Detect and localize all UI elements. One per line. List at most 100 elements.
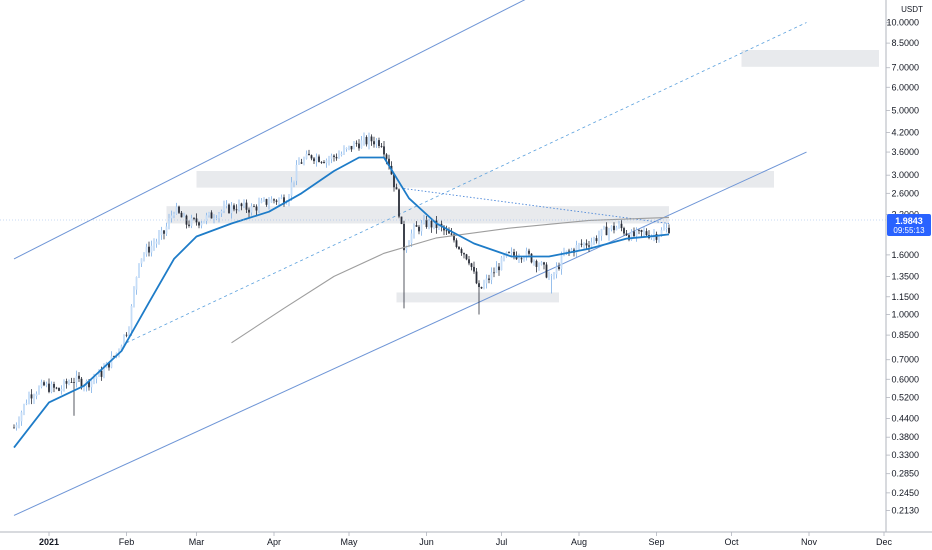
- candle[interactable]: [183, 212, 185, 218]
- candle[interactable]: [220, 209, 223, 217]
- candle[interactable]: [53, 381, 55, 393]
- candle[interactable]: [330, 153, 333, 164]
- candle[interactable]: [580, 239, 583, 248]
- candle[interactable]: [273, 198, 275, 204]
- candle[interactable]: [78, 372, 80, 382]
- zone-1[interactable]: [166, 206, 670, 224]
- candle[interactable]: [353, 141, 355, 150]
- candle[interactable]: [300, 158, 303, 165]
- candle[interactable]: [155, 238, 158, 248]
- candle[interactable]: [583, 242, 585, 250]
- candle[interactable]: [560, 251, 563, 275]
- candle[interactable]: [20, 410, 23, 426]
- candle[interactable]: [465, 253, 468, 261]
- candle[interactable]: [398, 188, 400, 219]
- candle[interactable]: [533, 259, 535, 266]
- candle[interactable]: [473, 261, 475, 274]
- candle[interactable]: [170, 210, 173, 223]
- candle[interactable]: [203, 220, 205, 224]
- candle[interactable]: [168, 213, 170, 230]
- candle[interactable]: [458, 246, 460, 250]
- candle[interactable]: [190, 214, 193, 229]
- candle[interactable]: [485, 274, 488, 289]
- candle[interactable]: [350, 145, 353, 152]
- candle[interactable]: [495, 261, 498, 273]
- candle[interactable]: [540, 261, 543, 266]
- candle[interactable]: [420, 219, 423, 236]
- candle[interactable]: [395, 183, 398, 190]
- candle[interactable]: [38, 385, 40, 395]
- candle[interactable]: [468, 255, 470, 266]
- candle[interactable]: [365, 135, 368, 147]
- candle[interactable]: [305, 150, 308, 160]
- candle[interactable]: [603, 225, 605, 230]
- candle[interactable]: [275, 199, 278, 205]
- candle[interactable]: [598, 230, 600, 246]
- candle[interactable]: [653, 228, 655, 242]
- candle[interactable]: [538, 262, 540, 271]
- candle[interactable]: [463, 252, 465, 259]
- candle[interactable]: [648, 230, 650, 240]
- candle[interactable]: [490, 267, 493, 285]
- candle[interactable]: [618, 220, 620, 229]
- candle[interactable]: [178, 205, 180, 214]
- candle[interactable]: [508, 251, 510, 254]
- candle[interactable]: [595, 235, 598, 244]
- candle[interactable]: [280, 194, 283, 200]
- candle[interactable]: [253, 204, 255, 208]
- candle[interactable]: [210, 210, 213, 219]
- candle[interactable]: [588, 241, 590, 253]
- slow-moving-average-line[interactable]: [231, 216, 670, 344]
- candle[interactable]: [543, 261, 545, 270]
- candle[interactable]: [153, 238, 155, 251]
- channel-lower-line[interactable]: [13, 151, 807, 516]
- candle[interactable]: [45, 381, 48, 388]
- candle[interactable]: [498, 262, 500, 276]
- candle[interactable]: [320, 161, 323, 164]
- candle[interactable]: [360, 136, 363, 149]
- candle[interactable]: [530, 253, 533, 264]
- candle[interactable]: [193, 217, 195, 221]
- candle[interactable]: [325, 158, 328, 168]
- candle[interactable]: [25, 399, 28, 406]
- candle[interactable]: [535, 259, 538, 273]
- candle[interactable]: [75, 370, 78, 388]
- candle[interactable]: [250, 203, 253, 216]
- zone-3[interactable]: [396, 292, 560, 303]
- candle[interactable]: [615, 225, 618, 231]
- candle[interactable]: [613, 222, 615, 234]
- channel-upper-line[interactable]: [13, 0, 564, 260]
- candle[interactable]: [175, 202, 178, 215]
- candle[interactable]: [290, 177, 293, 201]
- candle[interactable]: [470, 262, 473, 271]
- candle[interactable]: [640, 229, 643, 238]
- candle[interactable]: [373, 136, 375, 148]
- candle[interactable]: [238, 199, 240, 212]
- candle[interactable]: [233, 203, 235, 212]
- candle[interactable]: [58, 387, 60, 392]
- candle[interactable]: [460, 247, 463, 256]
- x-axis[interactable]: 2021 Feb Mar Apr May Jun Jul Aug Sep Oct Nov Dec: [39, 532, 893, 547]
- candle[interactable]: [245, 199, 248, 214]
- candle[interactable]: [215, 215, 218, 220]
- candle[interactable]: [425, 215, 428, 229]
- candle[interactable]: [28, 391, 30, 405]
- candle[interactable]: [223, 200, 225, 214]
- candle[interactable]: [235, 204, 238, 214]
- candle[interactable]: [545, 262, 548, 279]
- y-axis[interactable]: 10.0000 8.5000 7.0000 6.0000 5.0000 4.2000 3.6…: [886, 18, 919, 516]
- candle[interactable]: [255, 204, 258, 216]
- candle[interactable]: [555, 262, 558, 279]
- candle[interactable]: [453, 232, 455, 243]
- candle[interactable]: [135, 276, 138, 295]
- candle[interactable]: [600, 228, 603, 241]
- candle[interactable]: [550, 273, 553, 294]
- candle[interactable]: [378, 137, 380, 149]
- candle[interactable]: [500, 256, 503, 271]
- candle[interactable]: [358, 139, 360, 151]
- candle[interactable]: [200, 220, 203, 229]
- candle[interactable]: [493, 267, 495, 278]
- candle[interactable]: [240, 202, 243, 211]
- candle[interactable]: [145, 243, 148, 257]
- candle[interactable]: [278, 197, 280, 206]
